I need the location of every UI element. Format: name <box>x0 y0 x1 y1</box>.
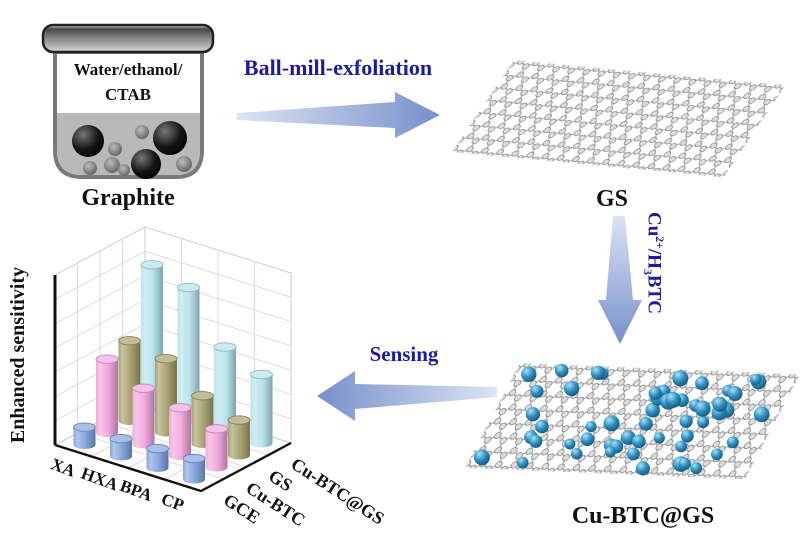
cu-btc-particle <box>645 402 660 418</box>
chart-y-axis-label: Enhanced sensitivity <box>7 266 29 444</box>
category-label-HXA: HXA <box>79 464 122 495</box>
cu-btc-particle <box>516 456 529 469</box>
cu-btc-particle <box>694 400 711 417</box>
cu-btc-gs-caption: Cu-BTC@GS <box>571 503 715 529</box>
graphene-lattice <box>465 363 800 480</box>
cu-btc-particle <box>678 457 691 470</box>
cu-btc-particle <box>675 440 688 453</box>
cu-btc-particle <box>639 416 653 431</box>
solvent-line1: Water/ethanol/ <box>73 60 183 79</box>
solvent-line2: CTAB <box>105 84 151 104</box>
cu-btc-particle <box>535 419 549 434</box>
cu-btc-particle <box>665 391 682 408</box>
base-axis-lines <box>54 441 292 493</box>
cu-btc-particle <box>521 366 537 382</box>
cu-btc-particle <box>697 416 710 429</box>
category-label-XA: XA <box>48 454 78 480</box>
cu-btc-particle <box>570 447 583 460</box>
sensing-step-label: Sensing <box>369 342 439 366</box>
cu-btc-particle <box>525 407 541 422</box>
cu-btc-gs-molecule <box>465 363 800 480</box>
bar-Cu-BTC-HXA <box>132 383 155 449</box>
cu-label-post: BTC <box>643 274 665 314</box>
cu-btc-particle <box>563 380 580 397</box>
cu-btc-particle <box>712 396 728 412</box>
solvent-label: Water/ethanol/ CTAB <box>54 58 202 107</box>
cu-btc-particle <box>750 373 762 386</box>
bar-Cu-BTC@GS-BPA <box>213 342 237 436</box>
cu-btc-particle <box>554 363 569 378</box>
cu-btc-particle <box>727 386 743 402</box>
bar-Cu-BTC-XA <box>95 354 119 437</box>
cu-btc-particle <box>620 430 636 445</box>
cu-btc-particle <box>604 446 616 458</box>
category-label-BPA: BPA <box>117 476 155 505</box>
cu-label-mid: /H <box>643 248 665 269</box>
cu-btc-particle <box>564 438 576 450</box>
cu-btc-particle <box>635 461 651 476</box>
bar-GCE-HXA <box>109 433 133 461</box>
cu-btc-particle <box>590 365 606 380</box>
cu-btc-particle <box>585 421 597 433</box>
cu-btc-particle <box>603 415 620 432</box>
bar-GCE-CP <box>182 453 206 484</box>
cu-btc-particle <box>679 414 693 428</box>
cu-btc-particle <box>695 376 709 391</box>
cu-btc-particle <box>580 432 595 447</box>
bar-Cu-BTC@GS-HXA <box>177 282 200 425</box>
category-label-CP: CP <box>159 489 187 515</box>
cu-btc-particle <box>529 434 543 448</box>
exfoliation-step-label: Ball-mill-exfoliation <box>243 55 433 80</box>
cu-btc-particle <box>648 386 662 400</box>
bar-GCE-BPA <box>146 443 169 472</box>
cu-btc-particle <box>473 449 490 466</box>
jar-lid <box>41 23 215 54</box>
cu-btc-particle <box>672 370 689 387</box>
cu-btc-particle <box>711 448 723 461</box>
bar-GS-CP <box>227 415 251 460</box>
bar-Cu-BTC@GS-CP <box>250 369 273 448</box>
bar-Cu-BTC-CP <box>205 424 228 472</box>
gs-molecule <box>452 59 786 178</box>
cu-label-sup: 2+ <box>653 236 666 249</box>
cu-label-pre: Cu <box>643 212 665 237</box>
cu-btc-particle <box>530 384 544 398</box>
coordination-step-label: Cu2+/H3BTC <box>640 212 666 352</box>
ball-mill-jar <box>41 23 215 179</box>
bar-GCE-XA <box>73 422 96 449</box>
graphite-caption: Graphite <box>81 185 175 211</box>
cu-btc-particle <box>653 432 665 444</box>
cu-btc-particle <box>690 462 703 474</box>
cu-btc-particle <box>626 447 640 461</box>
cu-btc-particle <box>631 434 646 449</box>
gs-caption: GS <box>595 186 628 212</box>
bar-Cu-BTC-BPA <box>168 403 192 460</box>
sensing-arrow-left-icon <box>317 371 497 421</box>
exfoliation-arrow-right-icon <box>237 92 440 138</box>
cu-btc-particle <box>680 429 694 443</box>
cu-btc-particle <box>726 436 739 449</box>
graphene-lattice <box>452 59 786 178</box>
milling-balls <box>72 121 192 179</box>
coordination-arrow-down-icon <box>598 216 642 344</box>
cu-btc-particle <box>753 406 770 423</box>
